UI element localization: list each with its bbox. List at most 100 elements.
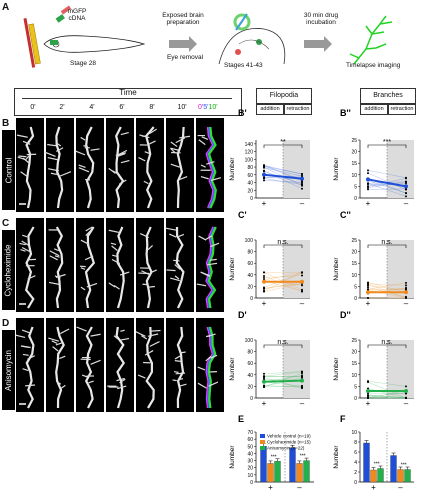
neuron-branch [150,329,161,332]
neuron-branch [113,285,120,290]
panel-letter: B'' [340,108,351,118]
mean-point [404,389,408,394]
retraction-shade [387,240,414,298]
y-tick-label: 25 [351,238,357,244]
bar [303,460,310,483]
individual-line [367,392,407,398]
neuron-trace [24,226,35,309]
neuron-branch [84,255,94,261]
neuron-branch [112,254,118,258]
neuron-branch [85,230,91,237]
neuron-branch [21,329,30,334]
individual-line [367,180,407,194]
neuron-branch [81,374,88,378]
panel-letter: B' [238,108,247,118]
x-tick-label: + [262,299,267,308]
y-tick-label: 40 [247,273,253,279]
neuron-branch [90,359,101,365]
neuron-branch [22,234,28,238]
data-point [263,176,265,179]
neuron-branch [206,333,216,338]
branches-retraction-header: retraction [388,104,416,115]
data-point [263,169,265,172]
neuron-branch [25,384,36,387]
neuron-trace [55,226,64,309]
neuron-branch [22,353,29,356]
significance-label: n.s. [381,239,392,246]
data-point [405,182,407,185]
y-tick-label: 20 [351,150,357,156]
neuron-branch [83,145,89,148]
data-point [301,385,303,388]
neuron-branch [170,141,178,148]
neuron-trace [116,226,125,309]
mean-point [300,279,304,284]
significance-label: *** [271,454,277,460]
x-tick-label: – [404,299,409,308]
neuron-branch [200,271,210,277]
step1-line1: Exposed brain [162,12,204,19]
neuron-trace [84,326,94,409]
individual-line [263,371,303,375]
mean-point [262,172,266,177]
neuron-branch [137,374,146,379]
neuron-branch [169,233,177,238]
time-4: 4' [89,104,95,111]
individual-line [263,167,303,177]
individual-line [263,275,303,279]
neuron-branch [113,335,119,340]
neuron-branch [86,282,98,288]
neuron-branch [139,134,150,139]
stage-middle-label: Stages 41-43 [224,62,263,69]
significance-label: *** [401,463,407,469]
neuron-branch [149,140,156,145]
neuron-branch [44,151,56,158]
neuron-branch [141,335,148,340]
mean-line [263,379,303,383]
bar [260,446,267,483]
panel-letter: C'' [340,210,351,220]
step2-label: 30 min drug incubation [286,12,356,26]
neuron-trace [207,326,217,409]
neuron-branch [49,255,58,261]
y-tick-label: 0 [354,480,357,486]
significance-bracket [367,144,407,148]
mean-point [404,184,408,189]
x-tick-label: – [404,399,409,408]
data-point [301,175,303,178]
neuron-branch [110,242,117,246]
data-point [263,290,265,293]
neuron-trace [55,326,65,409]
y-tick-label: 140 [245,142,254,148]
y-tick-label: 40 [247,373,253,379]
individual-line [263,371,303,377]
neuron-branch [174,275,180,280]
mean-point [366,177,370,182]
y-tick-label: 2 [354,470,357,476]
data-point [301,271,303,274]
individual-line [367,380,407,387]
y-tick-label: 80 [247,350,253,356]
neuron-branch [147,245,154,251]
individual-line [367,395,407,398]
data-point [263,166,265,169]
neuron-branch [198,139,206,146]
neuron-branch [20,248,26,252]
individual-line [263,375,303,378]
neuron-branch [174,264,181,270]
neuron-branch [21,247,30,252]
y-tick-label: 80 [247,165,253,171]
neuron-branch [22,368,29,372]
neuron-branch [50,172,59,176]
neuron-branch [22,157,30,164]
data-point [405,295,407,298]
data-point [367,182,369,185]
neuron-trace [115,126,125,209]
time-2: 2' [59,104,65,111]
mean-point [366,290,370,295]
filopodia-addition-header: addition [256,104,284,115]
overlay-time-0: 0' [198,104,204,111]
bar [363,442,370,483]
y-axis-label: Number [229,445,236,469]
neuron-branch [200,175,209,180]
